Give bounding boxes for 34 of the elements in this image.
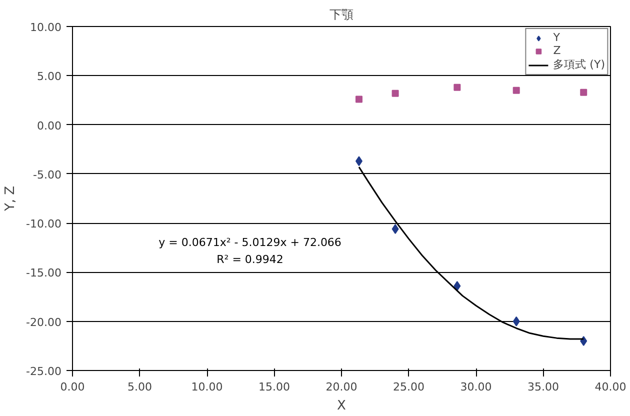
y-tick-label: -25.00 xyxy=(26,365,62,378)
x-tick-label: 5.00 xyxy=(128,380,152,394)
x-tick-label: 10.00 xyxy=(191,380,223,394)
annotation: y = 0.0671x² - 5.0129x + 72.066 xyxy=(158,236,342,250)
point xyxy=(392,224,399,234)
x-axis-title: X xyxy=(337,398,346,414)
point xyxy=(512,316,520,326)
y-tick-label: -10.00 xyxy=(26,218,62,231)
point xyxy=(355,156,362,166)
x-tick-label: 20.00 xyxy=(326,380,358,394)
point xyxy=(392,90,399,97)
point xyxy=(512,86,520,94)
x-tick-label: 35.00 xyxy=(528,380,560,394)
legend-label: Y xyxy=(553,31,561,44)
x-tick-label: 40.00 xyxy=(594,380,626,394)
legend-label: Z xyxy=(553,44,562,57)
point xyxy=(454,84,461,91)
legend-label: 多項式 (Y) xyxy=(553,57,605,72)
y-tick-label: 10.00 xyxy=(30,21,62,34)
point xyxy=(580,88,588,96)
y-tick-label: 5.00 xyxy=(37,70,62,84)
y-tick-label: 0.00 xyxy=(37,119,62,132)
y-axis-title: Y, Z xyxy=(3,186,18,212)
x-tick-label: 30.00 xyxy=(460,380,492,394)
chart-title: 下顎 xyxy=(330,8,354,22)
y-tick-label: -20.00 xyxy=(26,316,62,329)
y-tick-label: -5.00 xyxy=(33,168,62,182)
x-tick-label: 25.00 xyxy=(393,380,425,394)
point xyxy=(454,280,461,291)
y-tick-label: -15.00 xyxy=(26,266,62,280)
annotation: R² = 0.9942 xyxy=(216,253,284,266)
point xyxy=(355,96,362,103)
x-tick-label: 0.00 xyxy=(60,380,85,394)
x-tick-label: 15.00 xyxy=(258,380,290,394)
